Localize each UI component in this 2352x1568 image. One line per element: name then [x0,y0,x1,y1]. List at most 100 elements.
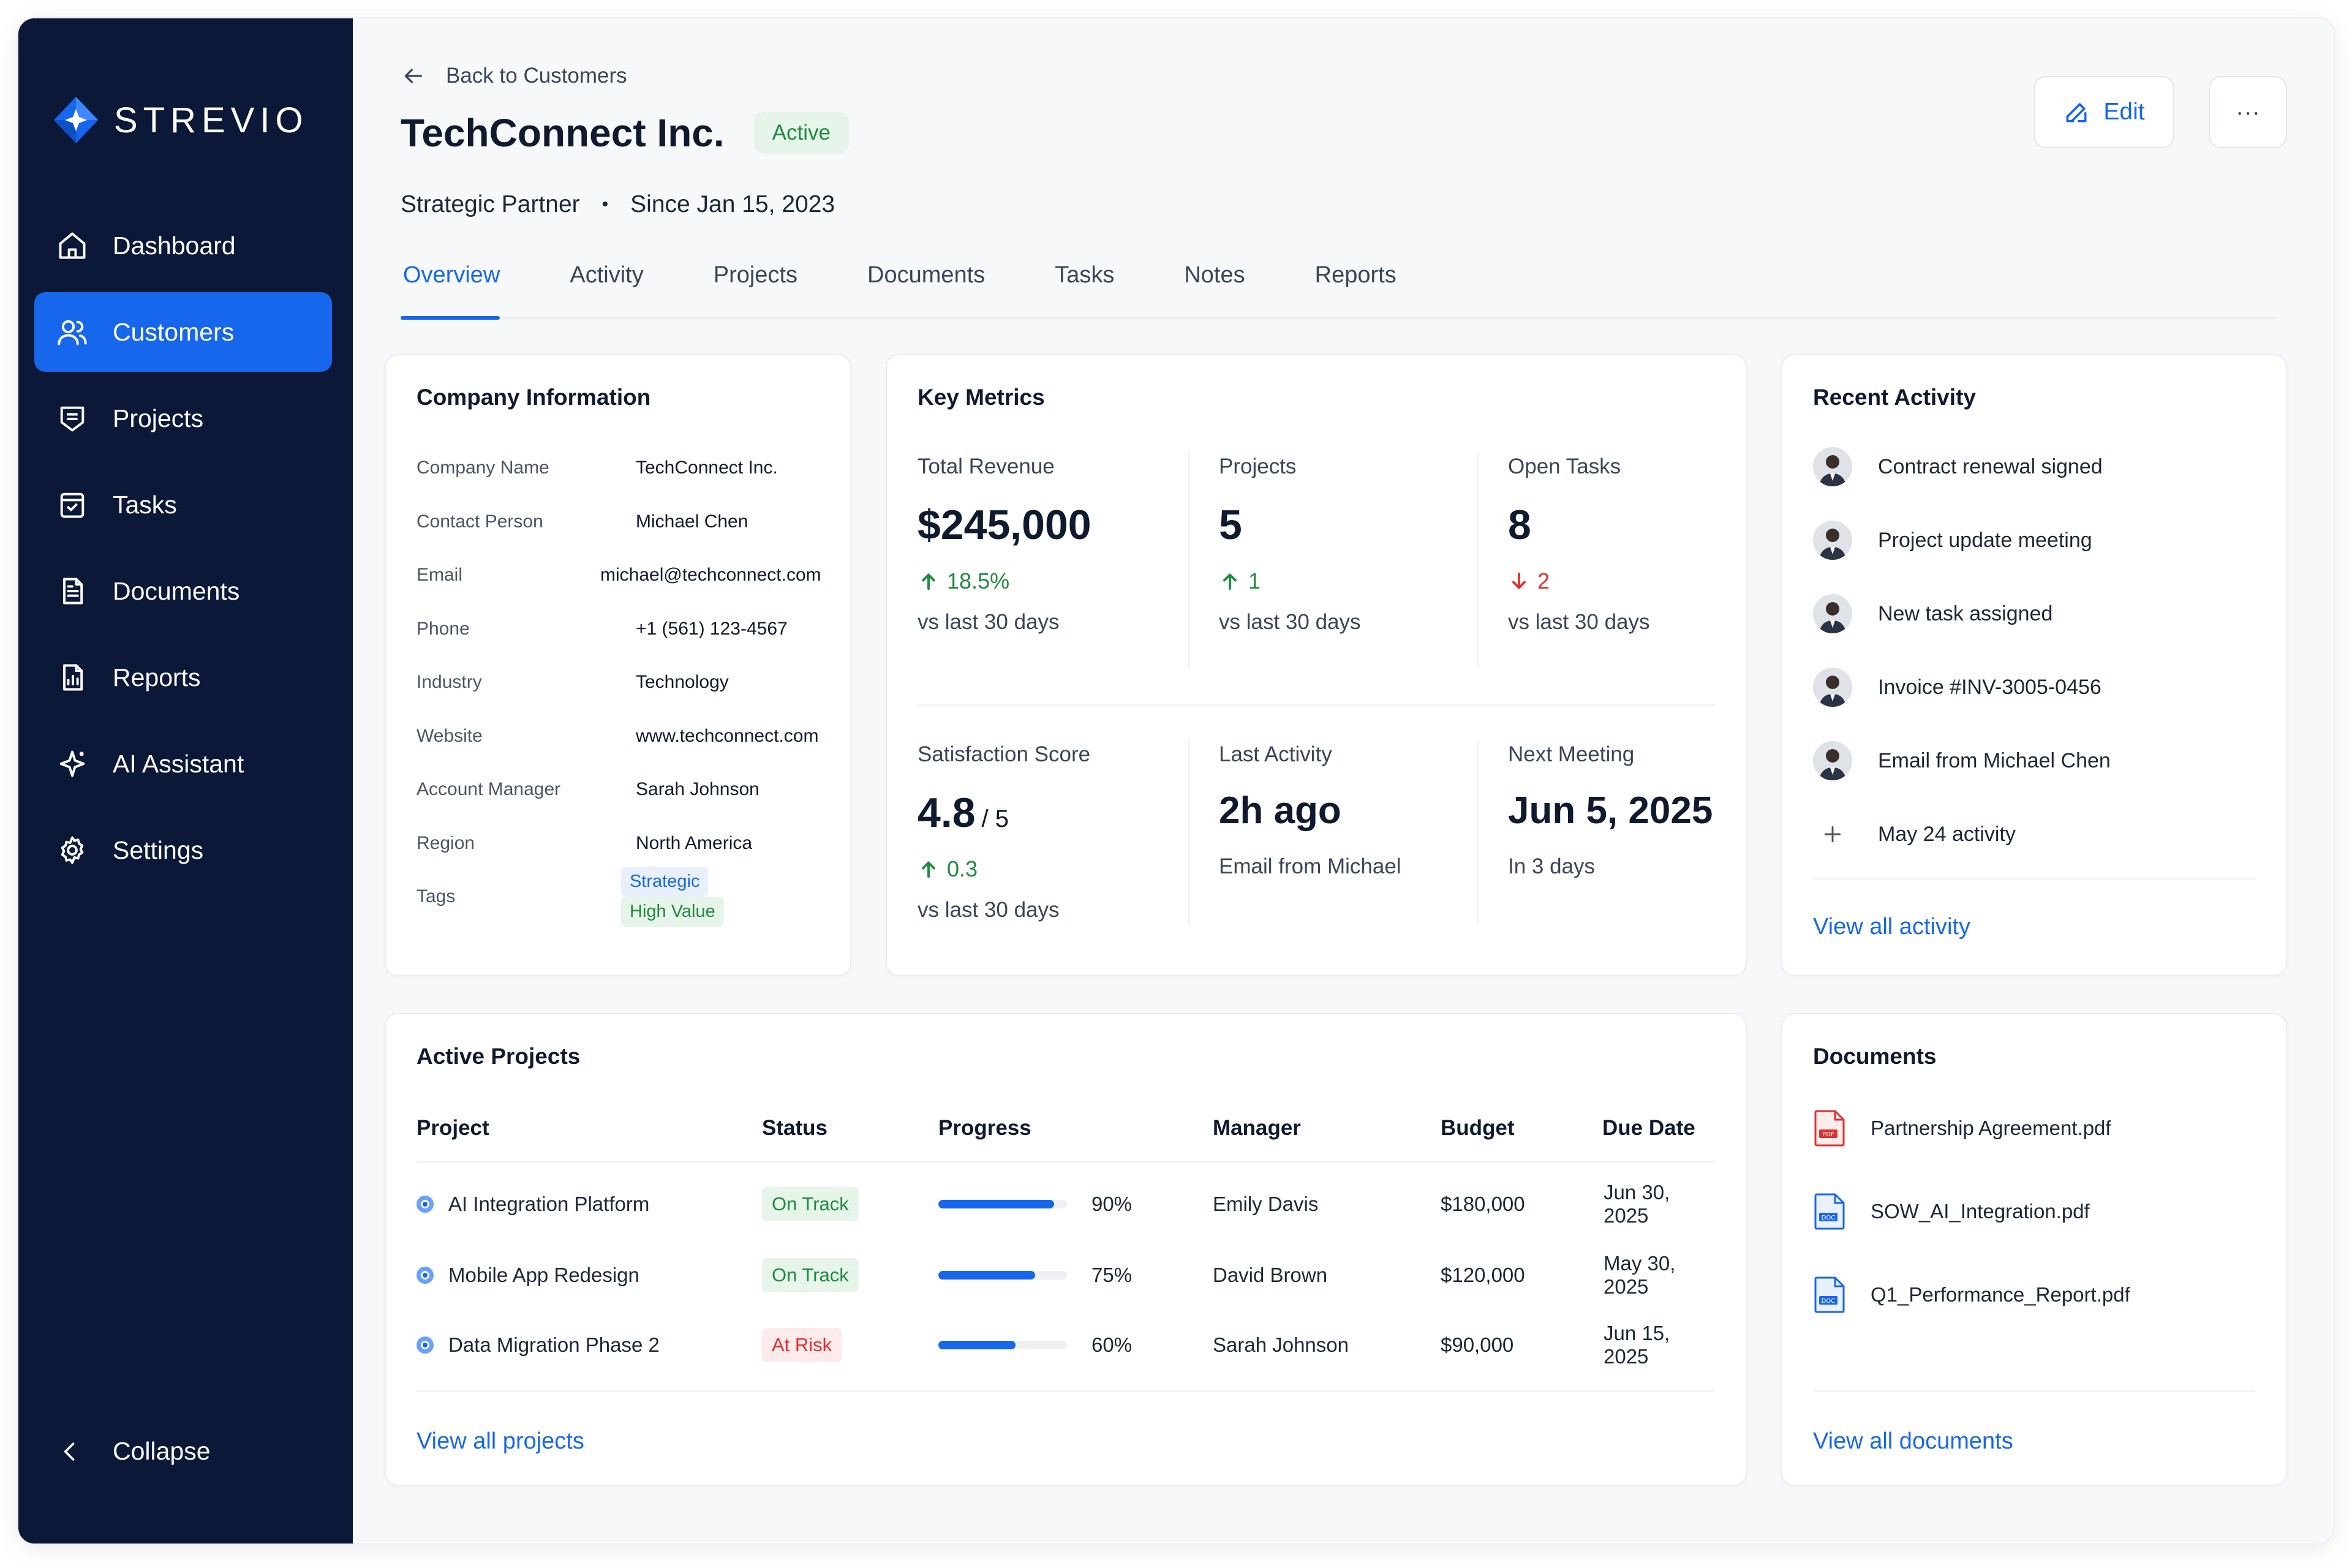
activity-item-more[interactable]: May 24 activity [1813,812,2261,856]
column-header-due-date[interactable]: Due Date [1602,1116,1695,1140]
activity-item[interactable]: Invoice #INV-3005-0456 [1813,665,2261,709]
tab-tasks[interactable]: Tasks [1055,262,1115,288]
pdf-file-icon: PDF [1814,1110,1845,1147]
metric-delta: 2 [1508,568,1650,594]
card-title: Key Metrics [918,385,1045,410]
status-cell: At Risk [762,1321,842,1370]
document-item[interactable]: PDF Partnership Agreement.pdf [1813,1104,2261,1153]
metric-label: Satisfaction Score [918,742,1091,766]
metric-next-meeting: Next Meeting Jun 5, 2025 In 3 days [1508,742,1713,879]
progress-cell: 75% [938,1251,1132,1300]
progress-bar [938,1271,1067,1280]
budget-cell: $90,000 [1441,1333,1514,1356]
avatar [1813,447,1852,486]
activity-text: Invoice #INV-3005-0456 [1878,675,2101,699]
column-header-project[interactable]: Project [417,1116,489,1140]
activity-item[interactable]: Email from Michael Chen [1813,739,2261,783]
customer-subtitle: Strategic Partner • Since Jan 15, 2023 [401,191,835,218]
sidebar-item-ai-assistant[interactable]: AI Assistant [34,724,332,804]
svg-text:DOC: DOC [1822,1298,1836,1305]
activity-item[interactable]: Contract renewal signed [1813,445,2261,489]
tab-overview[interactable]: Overview [401,262,500,320]
view-all-projects-link[interactable]: View all projects [417,1428,584,1454]
project-name[interactable]: AI Integration Platform [448,1193,650,1215]
table-row[interactable]: Mobile App Redesign On Track 75% David B… [417,1251,1715,1300]
edit-icon [2066,103,2087,123]
project-name[interactable]: Data Migration Phase 2 [448,1333,660,1356]
document-item[interactable]: DOC SOW_AI_Integration.pdf [1813,1187,2261,1236]
home-icon [56,230,88,262]
info-label: Email [417,565,463,585]
metric-label: Next Meeting [1508,742,1635,766]
card-title: Documents [1813,1044,1937,1069]
sidebar-item-projects[interactable]: Projects [34,379,332,458]
sidebar-item-dashboard[interactable]: Dashboard [34,206,332,285]
column-header-status[interactable]: Status [762,1116,827,1140]
more-options-button[interactable]: ··· [2209,76,2287,148]
metric-scale: / 5 [981,805,1009,832]
info-row-region: Region North America [417,828,826,859]
status-cell: On Track [762,1251,859,1300]
document-item[interactable]: DOC Q1_Performance_Report.pdf [1813,1270,2261,1319]
sidebar-item-tasks[interactable]: Tasks [34,465,332,545]
card-title: Recent Activity [1813,385,1976,410]
card-title: Active Projects [417,1044,581,1069]
status-badge: Active [753,112,849,154]
activity-item[interactable]: New task assigned [1813,592,2261,636]
table-row[interactable]: Data Migration Phase 2 At Risk 60% Sarah… [417,1321,1715,1370]
tag-strategic[interactable]: Strategic [621,867,709,897]
title-row: TechConnect Inc. Active [401,110,849,156]
status-badge: At Risk [762,1328,842,1362]
status-badge: On Track [762,1187,859,1221]
edit-button[interactable]: Edit [2034,76,2174,148]
table-row[interactable]: AI Integration Platform On Track 90% Emi… [417,1180,1715,1229]
divider [1477,740,1479,925]
view-all-activity-link[interactable]: View all activity [1813,914,1970,940]
report-icon [56,662,88,693]
sidebar-item-reports[interactable]: Reports [34,638,332,717]
metric-delta-value: 1 [1248,568,1261,594]
info-value: +1 (561) 123-4567 [636,619,788,639]
metric-total-revenue: Total Revenue $245,000 18.5% vs last 30 … [918,454,1091,635]
metric-delta-value: 18.5% [947,568,1010,594]
due-date-cell: Jun 30, 2025 [1604,1181,1670,1227]
info-row-phone: Phone +1 (561) 123-4567 [417,614,826,644]
back-link[interactable]: Back to Customers [401,64,627,88]
tag-high-value[interactable]: High Value [621,897,724,927]
tab-activity[interactable]: Activity [570,262,644,288]
tab-reports[interactable]: Reports [1314,262,1396,288]
sidebar-item-documents[interactable]: Documents [34,551,332,631]
sidebar-item-customers[interactable]: Customers [34,292,332,372]
website-link[interactable]: www.techconnect.com [636,726,819,746]
email-link[interactable]: michael@techconnect.com [600,565,821,585]
info-value: Technology [636,672,729,692]
column-header-progress[interactable]: Progress [938,1116,1031,1140]
info-label: Region [417,833,475,853]
tag-list: StrategicHigh Value [600,867,826,927]
sidebar-item-settings[interactable]: Settings [34,810,332,890]
metric-delta-value: 2 [1537,568,1550,594]
project-name[interactable]: Mobile App Redesign [448,1264,639,1286]
chevron-left-icon [64,1442,75,1461]
metric-label: Total Revenue [918,454,1055,478]
sidebar: STREVIO Dashboard Customers Projects [18,18,353,1544]
tab-notes[interactable]: Notes [1184,262,1245,288]
metric-label: Last Activity [1219,742,1332,766]
info-label: Phone [417,619,470,639]
column-header-budget[interactable]: Budget [1441,1116,1515,1140]
sidebar-item-label: Reports [113,663,201,692]
collapse-button[interactable]: Collapse [56,1437,211,1466]
metric-value-number: 4.8 [918,790,976,836]
sidebar-item-label: Tasks [113,490,177,519]
activity-item[interactable]: Project update meeting [1813,518,2261,562]
briefcase-icon [56,402,88,434]
tab-documents[interactable]: Documents [867,262,986,288]
tab-projects[interactable]: Projects [713,262,798,288]
progress-bar-fill [938,1200,1054,1208]
divider [1813,1390,2255,1392]
column-header-manager[interactable]: Manager [1213,1116,1301,1140]
metric-label: Open Tasks [1508,454,1621,478]
view-all-documents-link[interactable]: View all documents [1813,1428,2013,1454]
info-label: Company Name [417,458,549,478]
brand-logo[interactable]: STREVIO [50,94,309,146]
